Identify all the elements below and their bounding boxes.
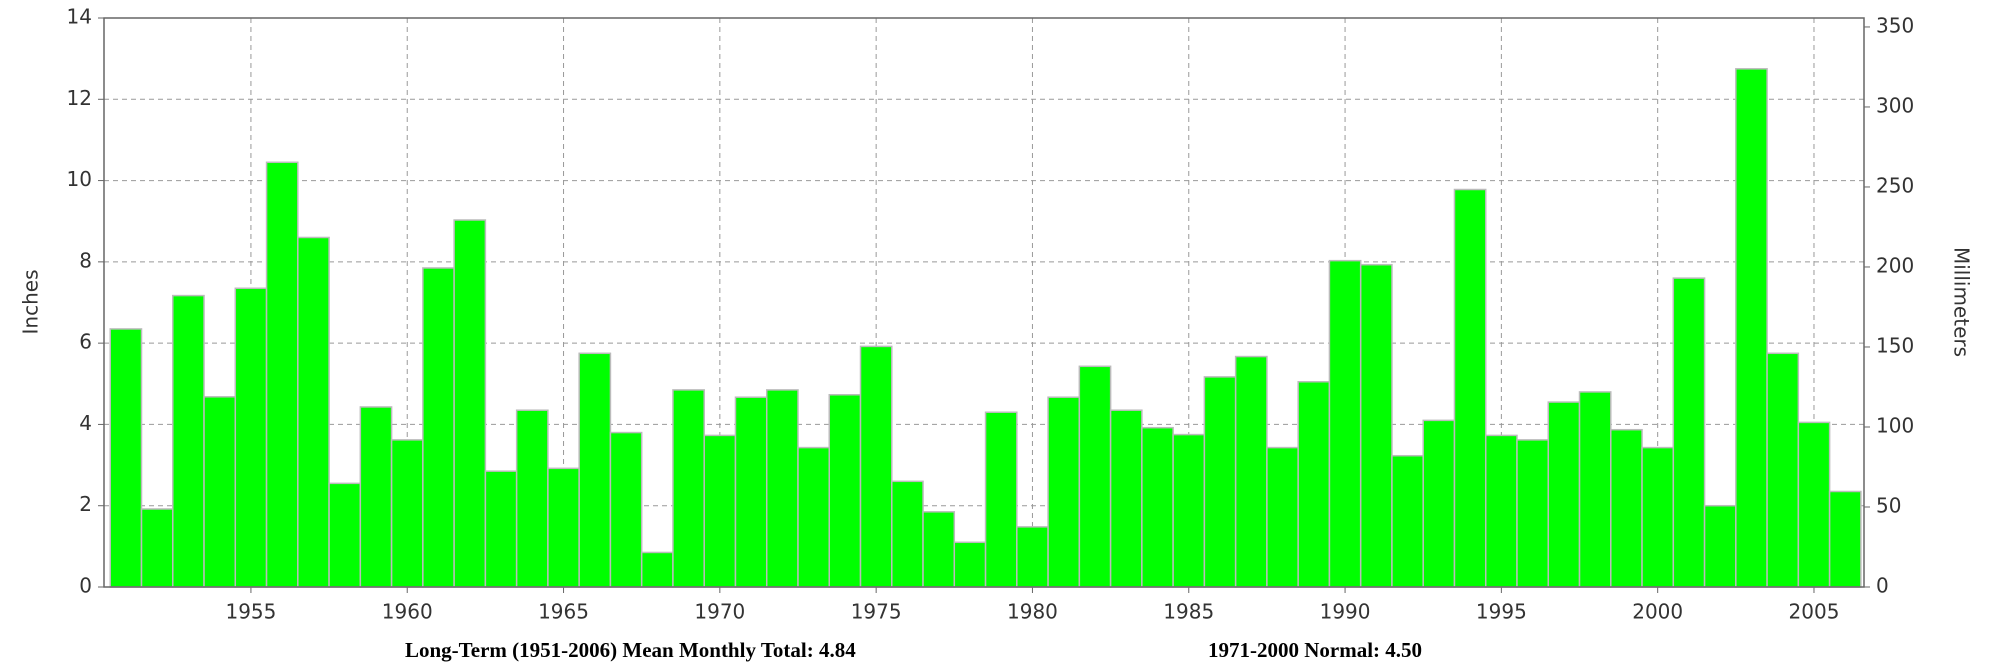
x-tick-label: 1970 <box>694 600 745 624</box>
bar <box>578 352 612 588</box>
x-tick-label: 1955 <box>225 600 276 624</box>
bar <box>984 411 1018 588</box>
bar <box>453 219 487 588</box>
bar <box>1047 396 1081 588</box>
bar <box>609 431 643 588</box>
x-tick-label: 2000 <box>1632 600 1683 624</box>
bar <box>1422 419 1456 588</box>
bar <box>1672 277 1706 588</box>
bar <box>203 396 237 588</box>
bar <box>891 480 924 588</box>
bar <box>1453 188 1487 588</box>
bar <box>1078 365 1112 588</box>
bar <box>797 446 831 588</box>
bar <box>1172 433 1206 588</box>
bar <box>1203 376 1237 588</box>
bar <box>1234 355 1268 588</box>
bar <box>140 508 174 588</box>
bar <box>1578 391 1612 588</box>
bar <box>547 467 580 588</box>
y2-tick-label: 0 <box>1876 574 1889 598</box>
bar <box>265 161 299 588</box>
bar <box>1735 68 1768 588</box>
bar <box>734 396 768 588</box>
bar <box>1828 490 1862 588</box>
bar <box>1391 454 1424 588</box>
y-tick-label: 0 <box>79 574 92 598</box>
bar <box>672 389 705 588</box>
x-tick-label: 1995 <box>1476 600 1527 624</box>
bar <box>109 328 143 588</box>
y2-tick-label: 200 <box>1876 253 1914 277</box>
bar <box>234 287 268 588</box>
bar <box>1766 352 1800 588</box>
bar <box>1109 409 1143 588</box>
plot-frame <box>103 17 1865 588</box>
y-axis-label: Inches <box>19 270 43 335</box>
bar <box>828 394 862 588</box>
x-tick-label: 1975 <box>851 600 902 624</box>
bar <box>1328 259 1362 588</box>
y2-tick-label: 350 <box>1876 13 1914 37</box>
bar <box>1516 439 1550 588</box>
x-tick-label: 1960 <box>382 600 433 624</box>
bar <box>640 551 674 588</box>
bar <box>172 294 205 588</box>
x-tick-label: 1990 <box>1320 600 1371 624</box>
annotation: Long-Term (1951-2006) Mean Monthly Total… <box>405 638 856 662</box>
y2-axis-label: Millimeters <box>1950 247 1974 357</box>
y-tick-label: 14 <box>67 5 92 29</box>
y-tick-label: 4 <box>79 411 92 435</box>
bar <box>1484 434 1518 588</box>
y-tick-label: 2 <box>79 492 92 516</box>
bar <box>953 541 987 588</box>
y-tick-label: 8 <box>79 248 92 272</box>
y2-tick-label: 150 <box>1876 333 1914 357</box>
annotation: 1971-2000 Normal: 4.50 <box>1208 638 1422 662</box>
bar <box>359 406 393 588</box>
x-tick-label: 1965 <box>538 600 589 624</box>
y2-tick-label: 100 <box>1876 413 1914 437</box>
bar <box>390 439 424 588</box>
y-tick-label: 10 <box>67 167 92 191</box>
bar <box>922 511 956 588</box>
bar <box>765 389 799 588</box>
bar <box>1547 401 1581 588</box>
bar <box>1266 446 1299 588</box>
bar <box>515 409 549 588</box>
bar <box>1641 446 1675 588</box>
bar <box>328 482 362 588</box>
bar <box>859 345 893 588</box>
bar <box>1610 428 1643 588</box>
bar <box>422 267 455 588</box>
bar <box>484 470 518 588</box>
bar <box>1797 421 1831 588</box>
y-tick-label: 6 <box>79 330 92 354</box>
y2-tick-label: 50 <box>1876 493 1901 517</box>
bar <box>1297 381 1331 588</box>
y2-tick-label: 300 <box>1876 93 1914 117</box>
y-tick-label: 12 <box>67 86 92 110</box>
y2-tick-label: 250 <box>1876 173 1914 197</box>
bar <box>1359 263 1393 588</box>
bar <box>1703 504 1737 588</box>
bar <box>1141 426 1174 588</box>
x-tick-label: 1985 <box>1163 600 1214 624</box>
x-tick-label: 2005 <box>1789 600 1840 624</box>
bar <box>1016 526 1049 588</box>
x-tick-label: 1980 <box>1007 600 1058 624</box>
bar <box>703 434 737 588</box>
bar <box>297 236 330 588</box>
